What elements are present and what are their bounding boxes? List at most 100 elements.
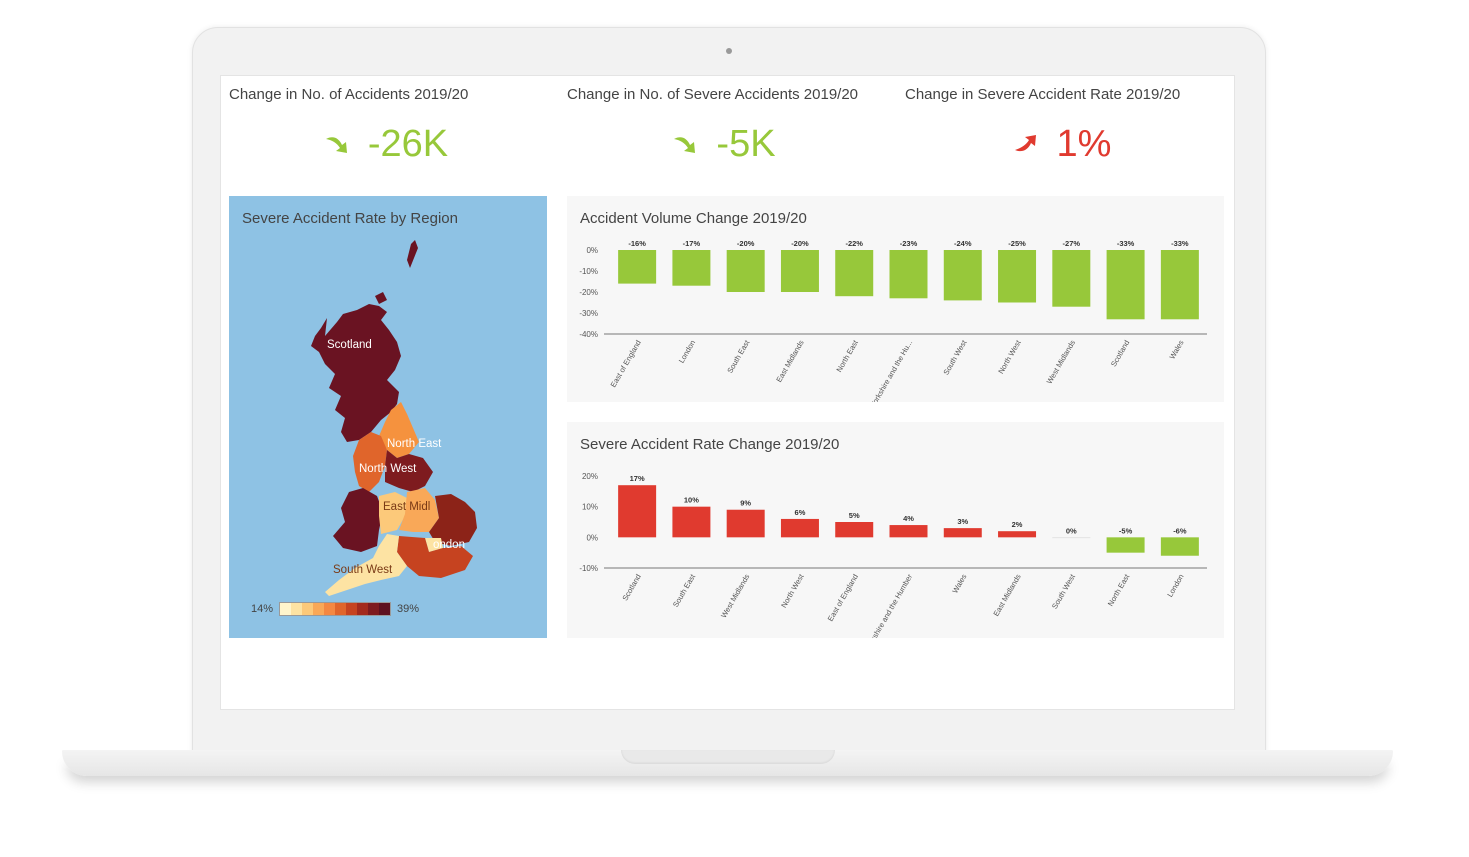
accident-volume-chart-panel[interactable]: Accident Volume Change 2019/20 0% -10% -20… bbox=[567, 196, 1224, 402]
data-label: -5% bbox=[1119, 526, 1133, 535]
category-label: Wales bbox=[1168, 338, 1186, 361]
legend-swatch bbox=[302, 603, 314, 615]
category-label: North East bbox=[1106, 572, 1132, 608]
bar[interactable] bbox=[780, 518, 819, 538]
data-label: 10% bbox=[684, 496, 699, 505]
map-label-scotland: Scotland bbox=[327, 339, 372, 351]
trend-up-arrow-icon bbox=[1014, 135, 1036, 152]
bar[interactable] bbox=[943, 250, 982, 301]
bar[interactable] bbox=[889, 525, 928, 538]
legend-swatch bbox=[335, 603, 347, 615]
kpi-title: Change in No. of Accidents 2019/20 bbox=[229, 86, 469, 103]
category-label: Scotland bbox=[620, 573, 642, 603]
data-label: 5% bbox=[849, 511, 860, 520]
region-north-east[interactable] bbox=[379, 402, 419, 458]
data-label: -6% bbox=[1173, 526, 1187, 535]
map-legend: 14% 39% bbox=[251, 602, 419, 616]
category-label: East Midlands bbox=[774, 338, 805, 384]
data-label: -27% bbox=[1063, 239, 1081, 248]
laptop-notch bbox=[621, 750, 835, 764]
legend-min-label: 14% bbox=[251, 603, 274, 615]
data-label: 9% bbox=[740, 499, 751, 508]
category-label: North West bbox=[779, 572, 806, 610]
bar[interactable] bbox=[1160, 537, 1199, 556]
legend-swatch bbox=[291, 603, 303, 615]
bar[interactable] bbox=[726, 509, 765, 538]
region-scotland[interactable] bbox=[311, 304, 401, 442]
kpi-title: Change in Severe Accident Rate 2019/20 bbox=[905, 86, 1181, 103]
region-west-midlands[interactable] bbox=[379, 492, 407, 534]
data-label: -16% bbox=[628, 239, 646, 248]
region-south-west[interactable] bbox=[325, 534, 407, 596]
data-label: 17% bbox=[630, 474, 645, 483]
bar[interactable] bbox=[835, 250, 874, 297]
map-label-north-west: North West bbox=[359, 463, 417, 475]
category-label: East of England bbox=[609, 339, 643, 389]
category-label: East of England bbox=[826, 573, 860, 623]
legend-max-label: 39% bbox=[397, 603, 420, 615]
kpi-title: Change in No. of Severe Accidents 2019/2… bbox=[567, 86, 859, 103]
data-label: -23% bbox=[900, 239, 918, 248]
bar[interactable] bbox=[1160, 250, 1199, 320]
data-label: -22% bbox=[845, 239, 863, 248]
category-label: Scotland bbox=[1109, 339, 1131, 369]
bar[interactable] bbox=[998, 531, 1037, 538]
kpi-accidents[interactable]: Change in No. of Accidents 2019/20 -26K bbox=[221, 76, 551, 186]
uk-region-map[interactable] bbox=[229, 196, 547, 638]
category-label: Yorkshire and the Humber bbox=[863, 572, 914, 638]
accident-volume-bar-chart[interactable]: 0% -10% -20% -30% -40% -16% East of England -17… bbox=[567, 196, 1224, 402]
category-label: West Midlands bbox=[1045, 338, 1077, 385]
category-label: South West bbox=[1050, 572, 1078, 611]
severe-rate-bar-chart[interactable]: 20% 10% 0% -10% 17% Scotland 10% South East 9% We… bbox=[567, 422, 1224, 638]
region-east-of-england[interactable] bbox=[429, 494, 477, 546]
trend-down-arrow-icon bbox=[674, 137, 696, 153]
legend-swatch bbox=[368, 603, 380, 615]
kpi-severe-rate[interactable]: Change in Severe Accident Rate 2019/20 1… bbox=[897, 76, 1227, 186]
category-label: Yorkshire and the Hu... bbox=[868, 339, 914, 403]
region-london[interactable] bbox=[425, 538, 443, 552]
bar[interactable] bbox=[1052, 537, 1091, 539]
category-label: North East bbox=[834, 338, 860, 374]
bar[interactable] bbox=[998, 250, 1037, 303]
data-label: -33% bbox=[1171, 239, 1189, 248]
region-wales[interactable] bbox=[333, 488, 383, 552]
bar[interactable] bbox=[780, 250, 819, 292]
region-north-west[interactable] bbox=[353, 432, 387, 492]
bar[interactable] bbox=[672, 250, 711, 286]
bar[interactable] bbox=[1052, 250, 1091, 307]
map-label-east-midlands: East Midl bbox=[383, 501, 431, 513]
map-label-london: ondon bbox=[433, 539, 465, 551]
category-label: West Midlands bbox=[719, 572, 751, 619]
region-south-east[interactable] bbox=[397, 536, 473, 578]
bar[interactable] bbox=[618, 485, 657, 538]
bar[interactable] bbox=[618, 250, 657, 284]
bar[interactable] bbox=[943, 528, 982, 538]
y-tick-label: -10% bbox=[579, 267, 598, 276]
kpi-severe-accidents[interactable]: Change in No. of Severe Accidents 2019/2… bbox=[559, 76, 889, 186]
bar[interactable] bbox=[835, 522, 874, 538]
data-label: 2% bbox=[1012, 520, 1023, 529]
data-label: -24% bbox=[954, 239, 972, 248]
chart-title: Accident Volume Change 2019/20 bbox=[580, 210, 807, 227]
region-east-midlands[interactable] bbox=[399, 488, 439, 532]
region-map-panel[interactable]: Severe Accident Rate by Region bbox=[229, 196, 547, 638]
severe-rate-chart-panel[interactable]: Severe Accident Rate Change 2019/20 20% 1… bbox=[567, 422, 1224, 638]
legend-swatch bbox=[346, 603, 358, 615]
region-orkney bbox=[375, 292, 387, 304]
bar[interactable] bbox=[1106, 250, 1145, 320]
bar[interactable] bbox=[1106, 537, 1145, 553]
category-label: Wales bbox=[950, 572, 968, 595]
bar[interactable] bbox=[889, 250, 928, 299]
kpi-value: -5K bbox=[716, 123, 776, 165]
kpi-value: -26K bbox=[367, 123, 449, 165]
map-label-south-west: South West bbox=[333, 564, 393, 576]
region-yorkshire[interactable] bbox=[385, 450, 433, 492]
bar[interactable] bbox=[672, 506, 711, 538]
data-label: 6% bbox=[795, 508, 806, 517]
y-tick-label: 0% bbox=[586, 533, 598, 542]
legend-swatch bbox=[280, 603, 292, 615]
data-label: -17% bbox=[683, 239, 701, 248]
dashboard-screen: Change in No. of Accidents 2019/20 -26K … bbox=[220, 75, 1235, 710]
legend-swatch bbox=[357, 603, 369, 615]
bar[interactable] bbox=[726, 250, 765, 292]
